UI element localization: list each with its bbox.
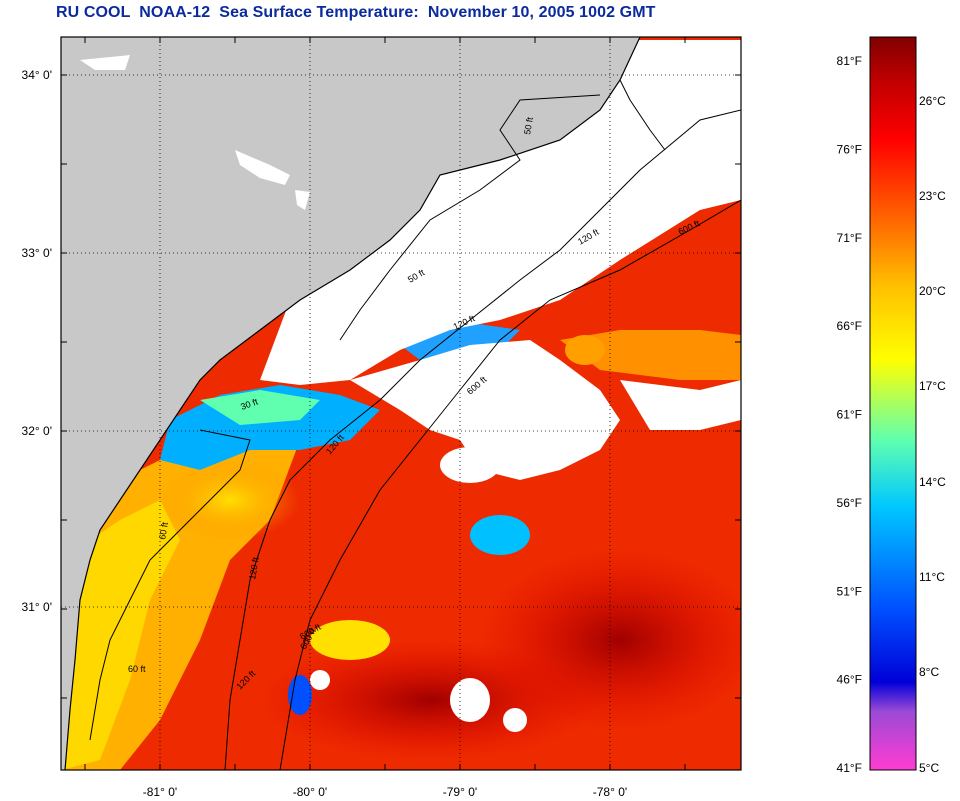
- longitude-label: -78° 0': [593, 785, 627, 799]
- cool-patch: [470, 515, 530, 555]
- colorbar-celsius-label: 26°C: [919, 94, 946, 108]
- latitude-label: 31° 0': [22, 600, 52, 614]
- contour-label: 120 ft: [247, 556, 261, 580]
- contour-label: 60 ft: [128, 664, 146, 674]
- axis-ticks: [61, 37, 741, 770]
- contour-50ft: [339, 94, 601, 341]
- colorbar-celsius-label: 23°C: [919, 189, 946, 203]
- colorbar-fahrenheit-label: 46°F: [837, 673, 862, 687]
- cloud-mask: [260, 40, 741, 385]
- warm-core: [480, 550, 741, 730]
- contour-label: 60 ft: [157, 521, 170, 540]
- shelf-water-yellow: [61, 500, 180, 770]
- temperature-colorbar: [869, 36, 917, 771]
- colorbar-fahrenheit-label: 61°F: [837, 408, 862, 422]
- cool-patch: [288, 675, 312, 715]
- contour-600ft: [279, 199, 741, 770]
- latitude-labels: 34° 0' 33° 0' 32° 0' 31° 0': [22, 68, 52, 614]
- colorbar-celsius-label: 5°C: [919, 761, 939, 775]
- longitude-label: -79° 0': [443, 785, 477, 799]
- colorbar-fahrenheit-label: 56°F: [837, 496, 862, 510]
- contour-label: 50 ft: [522, 116, 535, 135]
- colorbar-celsius-label: 14°C: [919, 475, 946, 489]
- longitude-label: -81° 0': [143, 785, 177, 799]
- map-frame: [60, 36, 742, 771]
- cloud-patch: [450, 678, 490, 722]
- inland-cloud: [235, 150, 290, 185]
- land-mass: [61, 37, 640, 770]
- cloud-mask: [350, 340, 620, 480]
- longitude-labels: -81° 0' -80° 0' -79° 0' -78° 0': [143, 785, 627, 799]
- latitude-label: 32° 0': [22, 424, 52, 438]
- colorbar-fahrenheit-label: 76°F: [837, 142, 862, 156]
- contour-50ft: [619, 79, 666, 151]
- cool-band: [200, 390, 320, 425]
- map-title: RU COOL NOAA-12 Sea Surface Temperature:…: [56, 4, 656, 21]
- contour-30ft: [89, 429, 251, 741]
- cloud-patch: [503, 708, 527, 732]
- cloud-patch: [310, 670, 330, 690]
- colorbar-fahrenheit-label: 81°F: [837, 54, 862, 68]
- cloud-patch: [440, 447, 500, 483]
- warm-patch: [565, 335, 605, 365]
- latitude-label: 34° 0': [22, 68, 52, 82]
- inland-cloud: [295, 190, 310, 210]
- colorbar-celsius-labels: 26°C 23°C 20°C 17°C 14°C 11°C 8°C 5°C: [919, 94, 946, 775]
- coastline: [64, 37, 641, 770]
- warm-patch: [310, 620, 390, 660]
- map-gridlines: [61, 37, 741, 770]
- colorbar-celsius-label: 8°C: [919, 665, 939, 679]
- colorbar-fahrenheit-labels: 81°F 76°F 71°F 66°F 61°F 56°F 51°F 46°F 41°F: [837, 54, 862, 775]
- colorbar-celsius-label: 17°C: [919, 379, 946, 393]
- longitude-label: -80° 0': [293, 785, 327, 799]
- contour-120ft: [224, 109, 741, 770]
- shelf-water-orange: [560, 330, 741, 380]
- colorbar-fahrenheit-label: 66°F: [837, 319, 862, 333]
- colorbar-celsius-label: 20°C: [919, 284, 946, 298]
- colorbar-fahrenheit-label: 41°F: [837, 761, 862, 775]
- cloud-mask: [620, 380, 741, 430]
- colorbar-fahrenheit-label: 51°F: [837, 584, 862, 598]
- colorbar-celsius-label: 11°C: [919, 570, 945, 584]
- latitude-label: 33° 0': [22, 246, 52, 260]
- inland-cloud: [80, 55, 130, 70]
- shelf-water-yellow: [160, 460, 300, 540]
- colorbar-fahrenheit-label: 71°F: [837, 231, 862, 245]
